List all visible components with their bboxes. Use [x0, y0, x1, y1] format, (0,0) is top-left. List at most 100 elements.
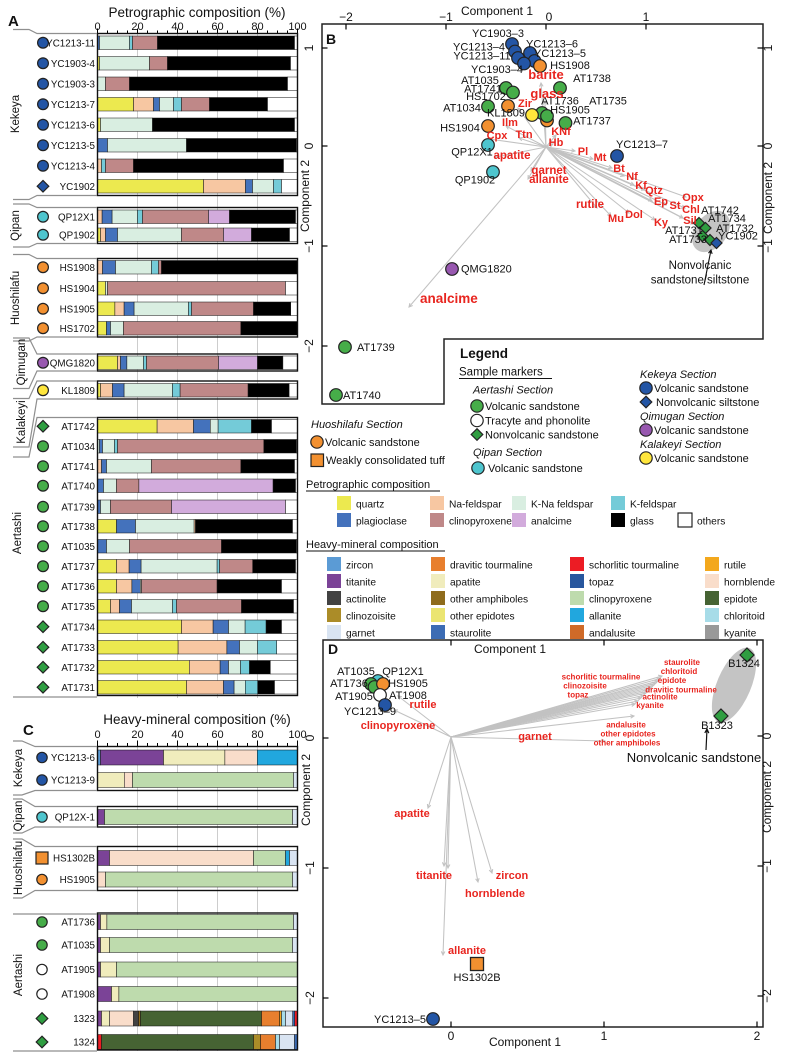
svg-text:AT1733: AT1733	[669, 234, 707, 246]
svg-text:Qimugan: Qimugan	[16, 339, 28, 386]
svg-text:AT1034: AT1034	[443, 103, 481, 115]
svg-text:60: 60	[211, 729, 223, 741]
svg-text:0: 0	[94, 21, 100, 33]
svg-text:Qtz: Qtz	[645, 185, 663, 197]
svg-text:60: 60	[211, 21, 223, 33]
svg-text:other amphiboles: other amphiboles	[594, 739, 661, 748]
svg-text:Volcanic sandstone: Volcanic sandstone	[654, 453, 749, 465]
svg-text:sandstone/siltstone: sandstone/siltstone	[651, 275, 749, 287]
svg-text:100: 100	[288, 21, 306, 33]
svg-text:1: 1	[643, 10, 650, 24]
svg-text:KL1809: KL1809	[487, 108, 525, 120]
svg-text:A: A	[8, 13, 19, 30]
svg-text:AT1732: AT1732	[716, 223, 754, 235]
svg-text:40: 40	[171, 21, 183, 33]
svg-text:20: 20	[131, 729, 143, 741]
svg-text:Opx: Opx	[682, 192, 704, 204]
svg-text:chloritoid: chloritoid	[661, 667, 698, 676]
svg-text:HS1905: HS1905	[60, 875, 96, 886]
svg-text:glass: glass	[630, 517, 654, 528]
svg-text:YC1213-6: YC1213-6	[51, 120, 96, 131]
svg-text:−1: −1	[302, 239, 316, 253]
svg-text:Qipan: Qipan	[10, 210, 22, 241]
svg-text:clinozoisite: clinozoisite	[563, 682, 607, 691]
svg-text:Qipan: Qipan	[13, 801, 25, 832]
svg-text:quartz: quartz	[356, 500, 384, 511]
svg-text:analcime: analcime	[531, 517, 572, 528]
svg-text:allanite: allanite	[448, 945, 486, 957]
svg-text:other epidotes: other epidotes	[450, 612, 515, 623]
svg-text:B1324: B1324	[728, 658, 760, 670]
svg-text:Chl: Chl	[682, 204, 700, 216]
svg-text:HS1702: HS1702	[60, 324, 95, 335]
svg-text:Weakly consolidated tuff: Weakly consolidated tuff	[326, 455, 446, 467]
svg-text:QP12X1: QP12X1	[451, 147, 493, 159]
svg-text:AT1035: AT1035	[337, 666, 375, 678]
svg-text:Ky: Ky	[654, 217, 669, 229]
svg-text:others: others	[697, 517, 725, 528]
svg-text:YC1903–3: YC1903–3	[472, 28, 524, 40]
svg-text:garnet: garnet	[518, 731, 552, 743]
svg-text:Na-feldspar: Na-feldspar	[449, 500, 502, 511]
svg-text:Component 2: Component 2	[299, 754, 313, 826]
svg-text:AT1738: AT1738	[61, 522, 95, 533]
svg-text:40: 40	[171, 729, 183, 741]
svg-text:Hb: Hb	[549, 137, 564, 149]
svg-text:C: C	[23, 722, 34, 739]
svg-text:hornblende: hornblende	[724, 578, 775, 589]
svg-text:HS1302B: HS1302B	[453, 972, 500, 984]
svg-text:Aertashi Section: Aertashi Section	[472, 385, 553, 397]
svg-text:0: 0	[94, 729, 100, 741]
svg-text:Component 1: Component 1	[489, 1035, 561, 1049]
svg-text:AT1739: AT1739	[61, 502, 95, 513]
svg-text:Component 1: Component 1	[474, 642, 546, 656]
svg-text:Huoshilafu: Huoshilafu	[10, 271, 22, 325]
svg-text:Legend: Legend	[460, 346, 508, 361]
svg-text:AT1741: AT1741	[61, 462, 95, 473]
svg-text:KL1809: KL1809	[61, 386, 95, 397]
svg-text:YC1213–7: YC1213–7	[616, 139, 668, 151]
svg-text:HS1908: HS1908	[60, 263, 96, 274]
svg-text:YC1903-4: YC1903-4	[51, 59, 96, 70]
svg-text:plagioclase: plagioclase	[356, 517, 407, 528]
svg-text:Petrographic composition: Petrographic composition	[306, 479, 430, 491]
svg-text:Volcanic sandstone: Volcanic sandstone	[325, 437, 420, 449]
svg-text:−1: −1	[439, 10, 453, 24]
svg-text:AT1735: AT1735	[589, 96, 627, 108]
svg-text:80: 80	[251, 21, 263, 33]
svg-text:YC1213–5: YC1213–5	[374, 1014, 426, 1026]
svg-text:apatite: apatite	[394, 808, 429, 820]
svg-text:Zir: Zir	[518, 98, 533, 110]
svg-text:Component 2: Component 2	[298, 160, 312, 232]
svg-text:QP1902: QP1902	[455, 175, 495, 187]
svg-text:Kalakeyi Section: Kalakeyi Section	[640, 439, 721, 451]
svg-text:0: 0	[302, 142, 316, 149]
svg-text:20: 20	[131, 21, 143, 33]
svg-text:glass: glass	[530, 86, 563, 101]
svg-text:Kekeya Section: Kekeya Section	[640, 369, 716, 381]
svg-text:analcime: analcime	[420, 291, 478, 306]
svg-text:Dol: Dol	[625, 209, 643, 221]
svg-text:AT1905: AT1905	[61, 965, 95, 976]
svg-text:AT1733: AT1733	[61, 643, 95, 654]
svg-text:−1: −1	[303, 861, 317, 875]
svg-text:QP12X1: QP12X1	[382, 666, 424, 678]
svg-text:Petrographic composition (%): Petrographic composition (%)	[108, 5, 285, 20]
svg-text:Mt: Mt	[594, 152, 607, 164]
svg-text:QP12X-1: QP12X-1	[55, 813, 95, 824]
svg-text:rutile: rutile	[576, 199, 604, 211]
svg-text:garnet: garnet	[346, 629, 375, 640]
svg-text:Kf: Kf	[635, 180, 647, 192]
svg-text:clinozoisite: clinozoisite	[346, 612, 396, 623]
svg-text:YC1213-6: YC1213-6	[51, 753, 96, 764]
svg-text:Component 2: Component 2	[760, 761, 774, 833]
svg-text:Volcanic sandstone: Volcanic sandstone	[654, 383, 749, 395]
svg-text:rutile: rutile	[410, 699, 437, 711]
svg-text:AT1035: AT1035	[61, 542, 95, 553]
svg-text:AT1737: AT1737	[61, 562, 95, 573]
svg-text:100: 100	[288, 729, 306, 741]
svg-text:HS1905: HS1905	[60, 304, 96, 315]
svg-text:YC1903-3: YC1903-3	[51, 79, 96, 90]
svg-text:titanite: titanite	[416, 870, 452, 882]
svg-text:Nf: Nf	[626, 171, 638, 183]
